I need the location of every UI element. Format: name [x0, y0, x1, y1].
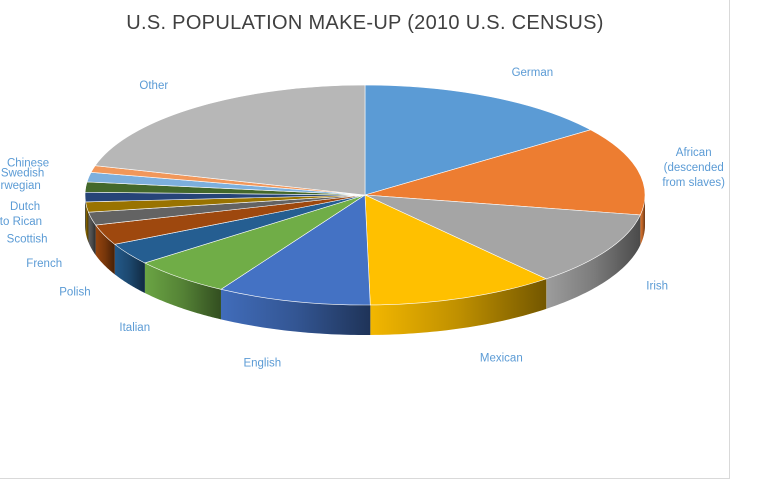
- slice-label-french: French: [26, 258, 62, 270]
- slice-side-shade-italian: [144, 262, 221, 320]
- slice-irish[interactable]: [364, 194, 641, 280]
- slice-side-shade-african-descended-from-slaves: [640, 195, 645, 245]
- slice-other[interactable]: [94, 84, 366, 196]
- slice-side-shade-dutch: [85, 195, 86, 232]
- slice-label-dutch: Dutch: [10, 201, 40, 213]
- slice-side-shade-polish: [114, 244, 145, 293]
- pie-labels: German African (descended from slaves) Irish…: [0, 67, 725, 370]
- slice-side-shade-mexican: [370, 278, 547, 335]
- slice-label-english: English: [243, 357, 281, 369]
- slice-label-african-descended-from-slaves: African (descended from slaves): [662, 147, 725, 189]
- slice-label-swedish: Swedish: [1, 168, 44, 180]
- chart-title: U.S. POPULATION MAKE-UP (2010 U.S. CENSU…: [126, 12, 604, 34]
- slice-label-norwegian: Norwegian: [0, 180, 41, 192]
- slice-label-other: Other: [139, 80, 168, 92]
- slice-mexican[interactable]: [364, 194, 547, 306]
- pie-sides: [85, 195, 645, 335]
- slice-african-descended-from-slaves[interactable]: [364, 129, 646, 216]
- slice-label-irish: Irish: [646, 281, 668, 293]
- slice-label-mexican: Mexican: [480, 352, 523, 364]
- slice-english[interactable]: [220, 194, 371, 306]
- slice-label-german: German: [512, 67, 554, 79]
- slice-label-puerto-rican: Puerto Rican: [0, 216, 42, 228]
- pie-tops: [84, 84, 646, 306]
- slice-label-polish: Polish: [59, 286, 90, 298]
- slice-side-shade-puerto-rican: [85, 201, 89, 243]
- slice-label-scottish: Scottish: [7, 234, 48, 246]
- slice-side-shade-irish: [546, 214, 641, 309]
- slice-side-shade-french: [95, 225, 115, 275]
- slice-label-chinese: Chinese: [7, 157, 49, 169]
- slice-label-italian: Italian: [119, 322, 150, 334]
- slice-german[interactable]: [364, 84, 592, 196]
- slice-side-shade-english: [220, 289, 371, 335]
